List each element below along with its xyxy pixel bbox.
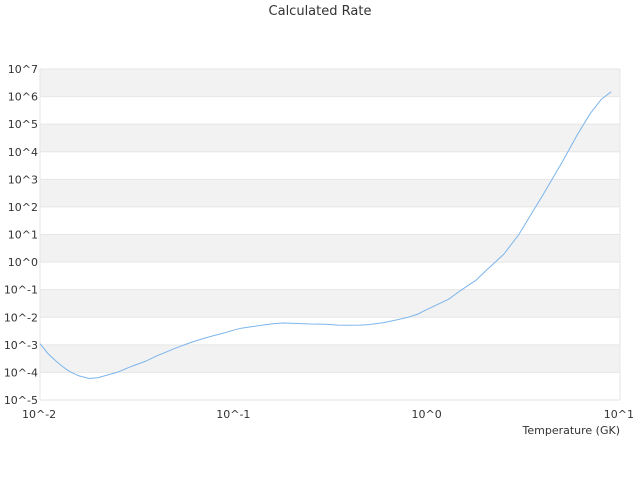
x-tick-label: 10^-1 [216,408,250,421]
chart-title: Calculated Rate [268,4,372,19]
x-tick-label: 10^0 [412,408,442,421]
y-tick-label: 10^3 [8,173,38,186]
y-tick-labels: 10^7 10^6 10^5 10^4 10^3 10^2 10^1 10^0 10^-1 10^… [4,63,38,407]
grid-band [40,124,620,152]
grid-bands [40,69,620,373]
y-tick-label: 10^7 [8,63,38,76]
y-tick-label: 10^6 [8,91,38,104]
y-tick-label: 10^0 [8,256,38,269]
grid-lines [39,68,621,401]
rate-series-line [39,91,612,380]
y-tick-label: 10^2 [8,201,38,214]
x-tick-label: 10^-2 [22,408,56,421]
grid-band [40,234,620,263]
y-tick-label: 10^-1 [4,284,38,297]
grid-band [40,344,620,373]
y-tick-label: 10^-3 [4,339,38,352]
y-tick-label: 10^-4 [4,366,38,379]
grid-band [40,179,620,207]
x-axis-label: Temperature (GK) [522,424,621,437]
x-tick-label: 10^1 [604,408,634,421]
y-tick-label: 10^1 [8,229,38,242]
y-tick-label: 10^4 [8,146,38,159]
y-tick-label: 10^5 [8,118,38,131]
grid-band [40,69,620,97]
x-tick-labels: 10^-2 10^-1 10^0 10^1 [22,408,634,421]
y-tick-label: 10^-2 [4,311,38,324]
grid-band [40,289,620,318]
y-tick-label: 10^-5 [4,394,38,407]
